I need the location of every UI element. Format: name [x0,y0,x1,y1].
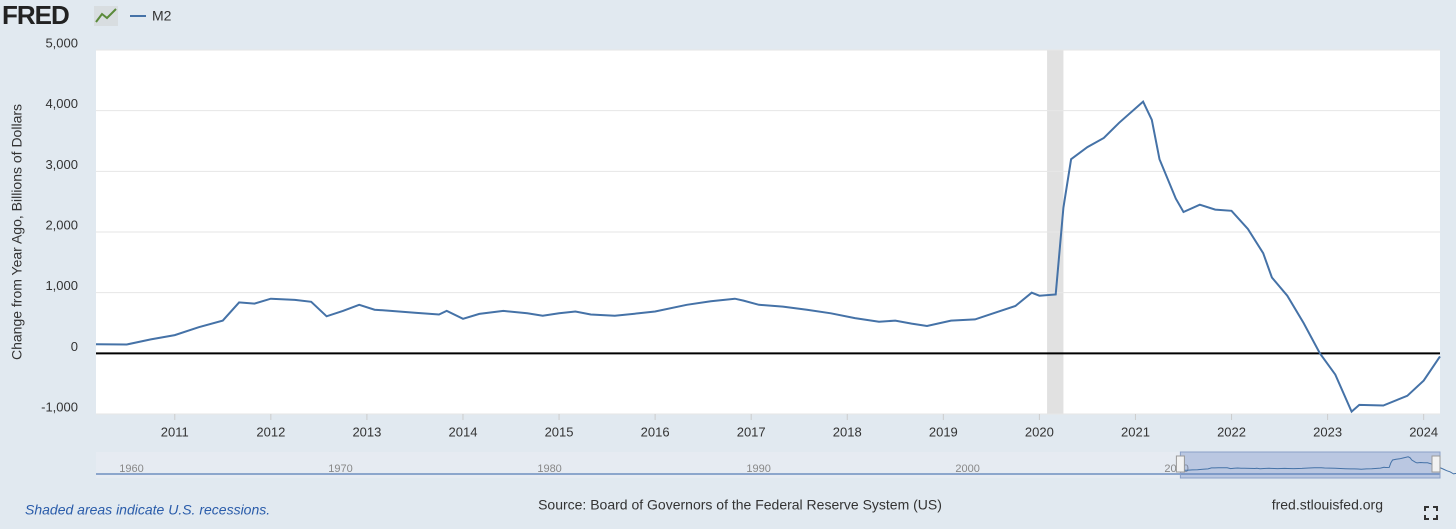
x-tick-label: 2011 [161,424,189,439]
navigator-handle[interactable] [1431,455,1441,473]
site: fred.stlouisfed.org [1272,497,1383,513]
data-line [95,99,1441,414]
x-tick-label: 2023 [1313,424,1342,439]
y-tick-label: 5,000 [45,35,78,50]
navigator-selection [1179,451,1441,479]
source: Source: Board of Governors of the Federa… [538,497,942,513]
navigator-tick-label: 1990 [746,463,770,475]
x-tick-label: 2019 [929,424,958,439]
y-tick-label: -1,000 [41,399,78,414]
x-tick-label: 2020 [1025,424,1054,439]
x-tick-label: 2016 [641,424,670,439]
navigator-tick-label: 2000 [955,463,979,475]
x-tick-label: 2015 [545,424,574,439]
navigator-handle[interactable] [1175,455,1185,473]
x-tick-label: 2012 [256,424,285,439]
x-tick-label: 2018 [833,424,862,439]
navigator-tick-label: 1970 [328,463,352,475]
x-tick-label: 2022 [1217,424,1246,439]
fullscreen-icon[interactable] [1424,506,1438,520]
y-axis-label: Change from Year Ago, Billions of Dollar… [9,104,25,360]
navigator-tick-label: 1980 [537,463,561,475]
y-tick-label: 4,000 [45,96,78,111]
y-tick-label: 2,000 [45,217,78,232]
x-tick-label: 2013 [352,424,381,439]
brand: FRED [2,0,69,30]
y-tick-label: 3,000 [45,157,78,172]
y-tick-label: 1,000 [45,278,78,293]
navigator-line [1180,456,1456,475]
recession-note: Shaded areas indicate U.S. recessions. [25,502,270,518]
x-tick-label: 2021 [1121,424,1150,439]
x-tick-label: 2024 [1409,424,1438,439]
navigator-tick-label: 1960 [119,463,143,475]
y-tick-label: 0 [71,339,78,354]
legend-label: M2 [152,8,172,24]
x-tick-label: 2014 [449,424,478,439]
x-tick-label: 2017 [737,424,766,439]
brand-icon [94,6,118,26]
